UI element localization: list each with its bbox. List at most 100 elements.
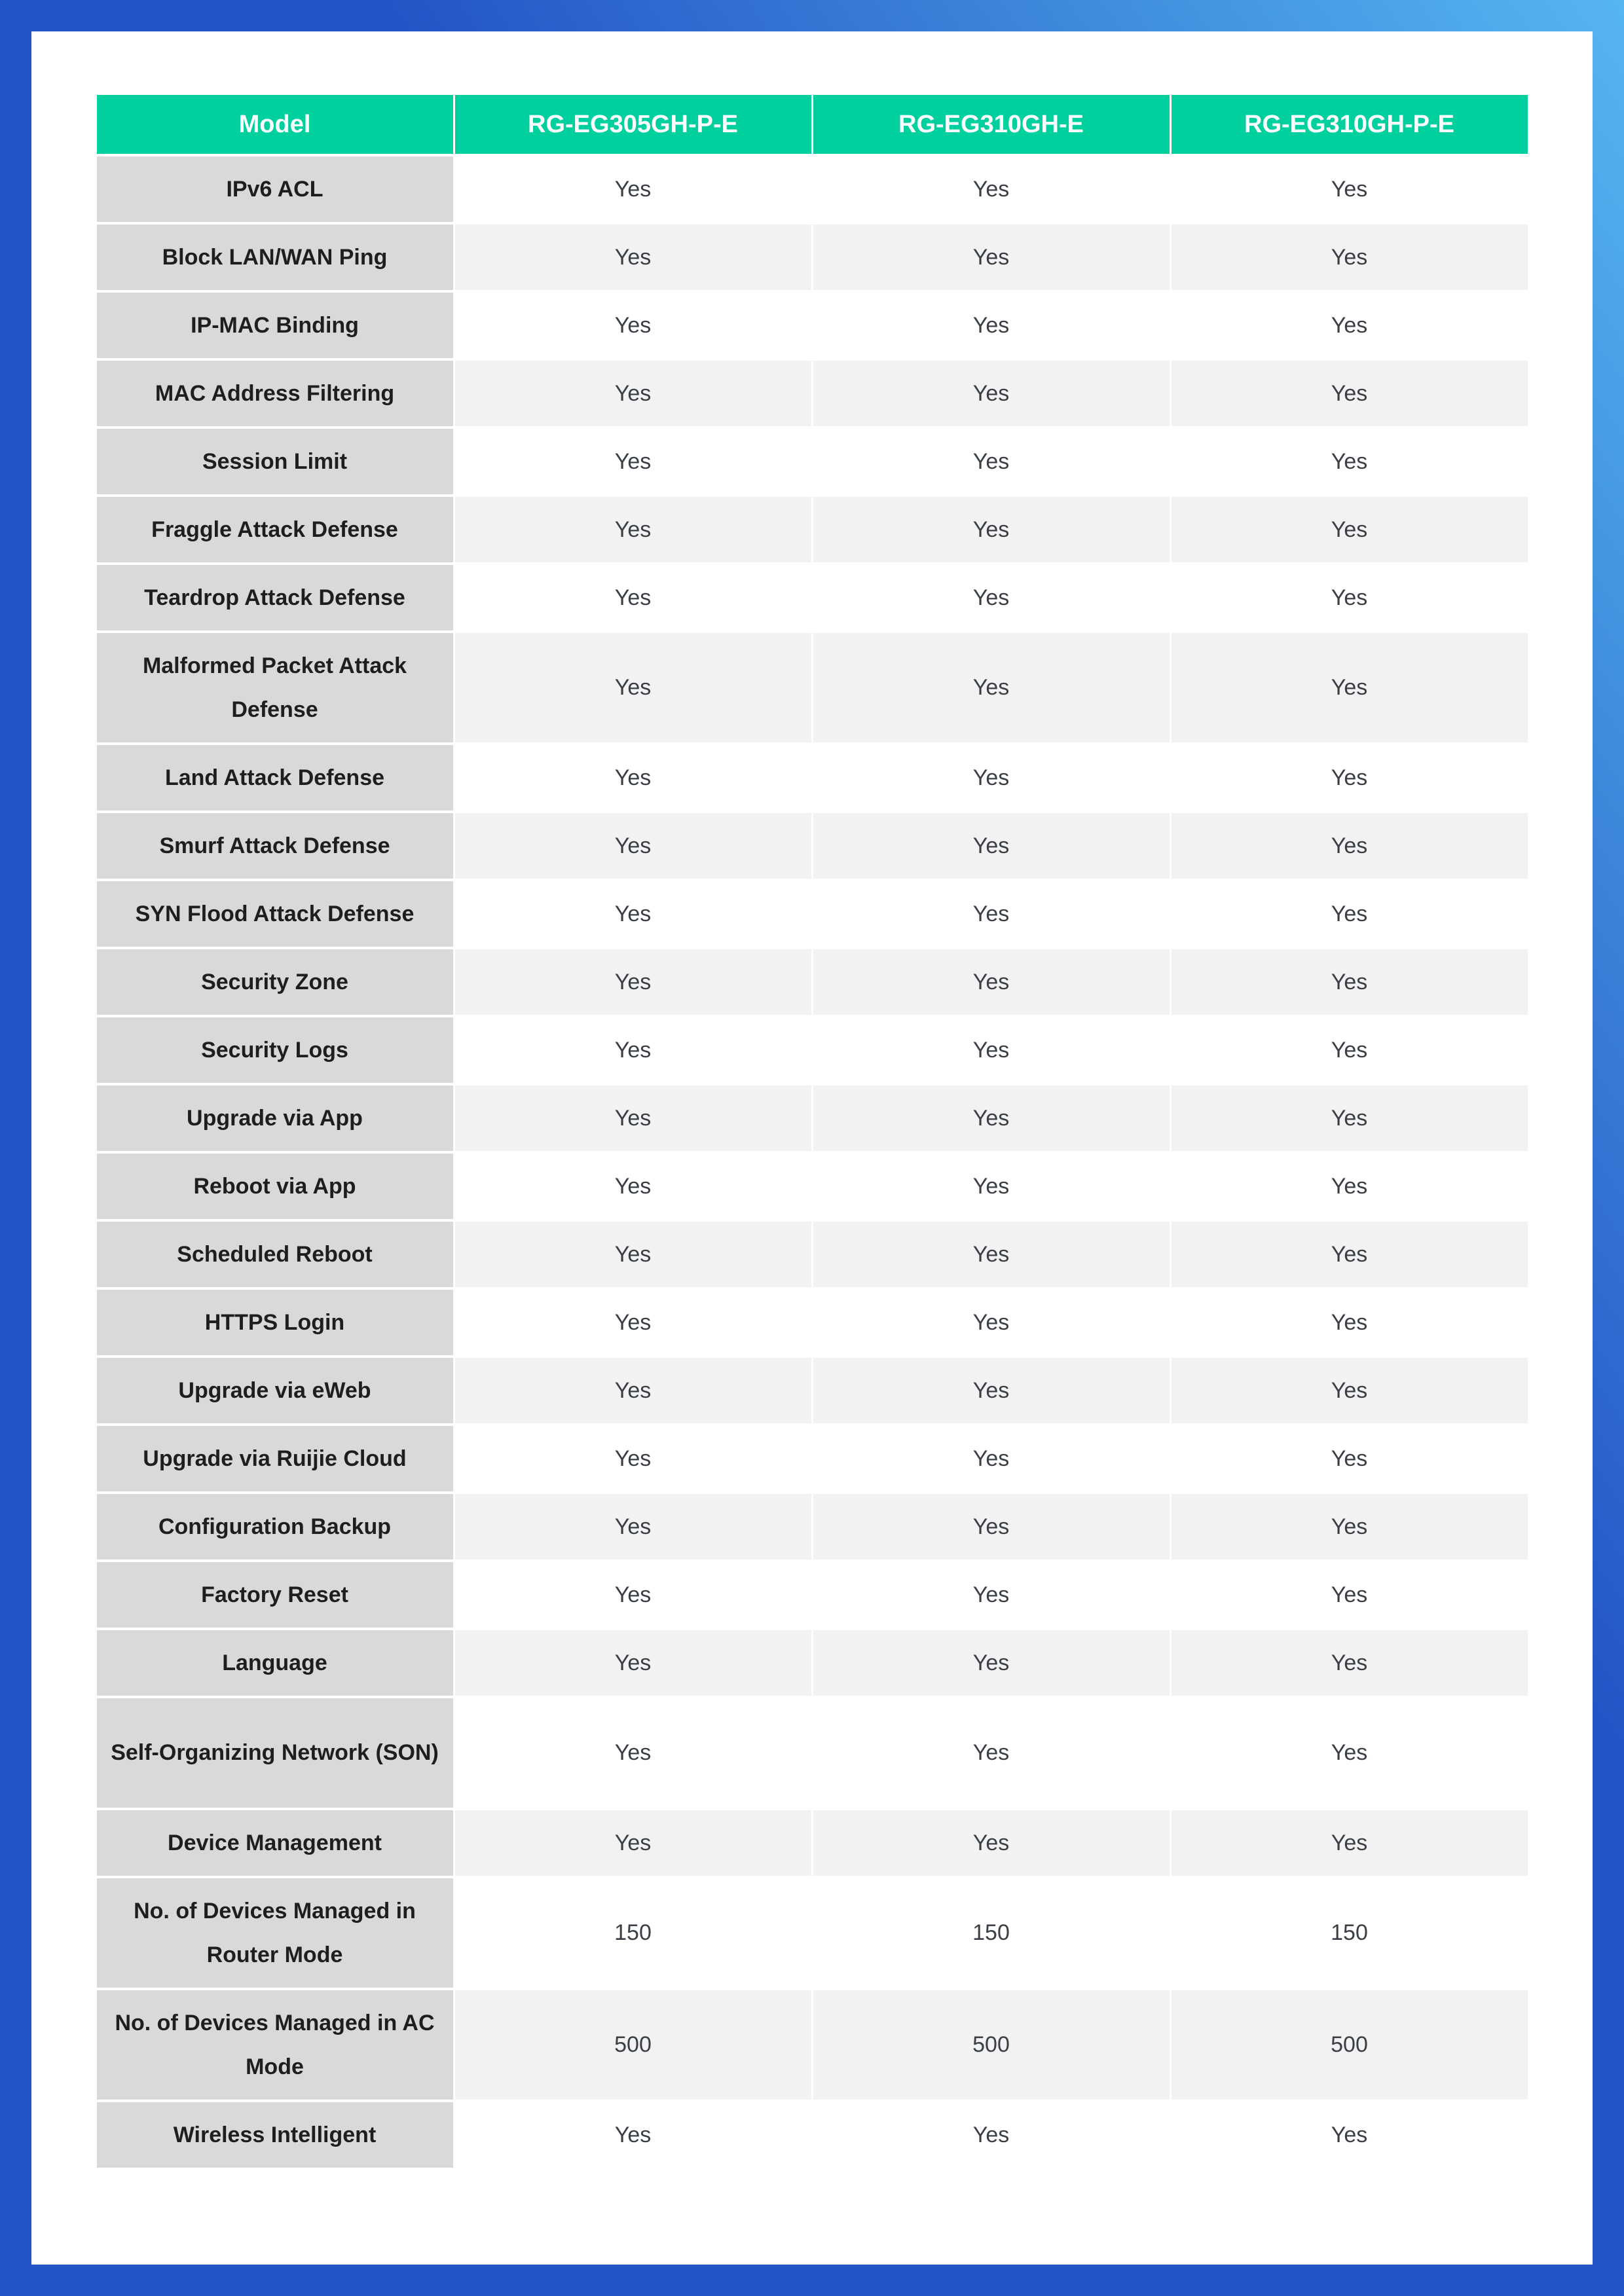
value-cell: Yes: [454, 1154, 811, 1219]
value-cell: Yes: [813, 225, 1170, 290]
header-row: Model RG-EG305GH-P-E RG-EG310GH-E RG-EG310G…: [96, 95, 1528, 154]
value-cell: Yes: [1171, 1630, 1528, 1696]
row-label-cell: IP-MAC Binding: [96, 293, 453, 358]
value-cell: Yes: [813, 429, 1170, 494]
value-cell: Yes: [1171, 1562, 1528, 1628]
value-cell: Yes: [454, 293, 811, 358]
value-cell: Yes: [454, 1810, 811, 1876]
value-cell: Yes: [813, 1017, 1170, 1083]
value-cell: Yes: [454, 1494, 811, 1559]
value-cell: Yes: [1171, 361, 1528, 426]
row-label-cell: Teardrop Attack Defense: [96, 565, 453, 630]
value-cell: Yes: [454, 633, 811, 742]
value-cell: Yes: [1171, 2102, 1528, 2168]
column-header: RG-EG310GH-P-E: [1171, 95, 1528, 154]
table-row: Self-Organizing Network (SON) Yes Yes Yes: [96, 1698, 1528, 1808]
value-cell: Yes: [1171, 633, 1528, 742]
table-row: Scheduled Reboot Yes Yes Yes: [96, 1222, 1528, 1287]
value-cell: Yes: [454, 813, 811, 879]
table-body: IPv6 ACL Yes Yes Yes Block LAN/WAN Ping Yes Ye…: [96, 156, 1528, 2168]
value-cell: Yes: [813, 1426, 1170, 1491]
table-row: Device Management Yes Yes Yes: [96, 1810, 1528, 1876]
value-cell: Yes: [1171, 156, 1528, 222]
table-row: Land Attack Defense Yes Yes Yes: [96, 745, 1528, 811]
row-label-cell: Scheduled Reboot: [96, 1222, 453, 1287]
table-row: Teardrop Attack Defense Yes Yes Yes: [96, 565, 1528, 630]
value-cell: Yes: [1171, 429, 1528, 494]
row-label-cell: Land Attack Defense: [96, 745, 453, 811]
table-row: Reboot via App Yes Yes Yes: [96, 1154, 1528, 1219]
row-label-cell: No. of Devices Managed in AC Mode: [96, 1990, 453, 2100]
row-label-cell: No. of Devices Managed in Router Mode: [96, 1878, 453, 1988]
row-label-cell: Wireless Intelligent: [96, 2102, 453, 2168]
value-cell: Yes: [813, 1222, 1170, 1287]
value-cell: Yes: [1171, 497, 1528, 562]
value-cell: Yes: [454, 156, 811, 222]
value-cell: Yes: [813, 565, 1170, 630]
table-row: Upgrade via App Yes Yes Yes: [96, 1085, 1528, 1151]
value-cell: Yes: [813, 745, 1170, 811]
table-row: Fraggle Attack Defense Yes Yes Yes: [96, 497, 1528, 562]
table-row: Session Limit Yes Yes Yes: [96, 429, 1528, 494]
table-row: Smurf Attack Defense Yes Yes Yes: [96, 813, 1528, 879]
value-cell: Yes: [454, 1630, 811, 1696]
value-cell: Yes: [454, 497, 811, 562]
value-cell: Yes: [813, 497, 1170, 562]
row-label-cell: Factory Reset: [96, 1562, 453, 1628]
value-cell: Yes: [1171, 1154, 1528, 1219]
row-label-cell: Fraggle Attack Defense: [96, 497, 453, 562]
table-row: Security Logs Yes Yes Yes: [96, 1017, 1528, 1083]
value-cell: Yes: [1171, 813, 1528, 879]
value-cell: Yes: [813, 949, 1170, 1015]
table-row: No. of Devices Managed in AC Mode 500 500 5…: [96, 1990, 1528, 2100]
value-cell: Yes: [813, 156, 1170, 222]
value-cell: Yes: [1171, 1017, 1528, 1083]
value-cell: Yes: [813, 361, 1170, 426]
value-cell: Yes: [454, 1426, 811, 1491]
row-label-cell: Block LAN/WAN Ping: [96, 225, 453, 290]
row-label-cell: MAC Address Filtering: [96, 361, 453, 426]
table-row: HTTPS Login Yes Yes Yes: [96, 1290, 1528, 1355]
row-label-cell: Language: [96, 1630, 453, 1696]
row-label-cell: HTTPS Login: [96, 1290, 453, 1355]
value-cell: Yes: [1171, 949, 1528, 1015]
value-cell: Yes: [813, 813, 1170, 879]
value-cell: Yes: [813, 1290, 1170, 1355]
column-header: RG-EG310GH-E: [813, 95, 1170, 154]
table-row: Factory Reset Yes Yes Yes: [96, 1562, 1528, 1628]
value-cell: Yes: [454, 361, 811, 426]
value-cell: Yes: [813, 1358, 1170, 1423]
value-cell: Yes: [454, 1562, 811, 1628]
value-cell: Yes: [454, 429, 811, 494]
row-label-cell: SYN Flood Attack Defense: [96, 881, 453, 947]
value-cell: Yes: [454, 225, 811, 290]
value-cell: Yes: [454, 565, 811, 630]
table-row: Upgrade via Ruijie Cloud Yes Yes Yes: [96, 1426, 1528, 1491]
value-cell: Yes: [813, 633, 1170, 742]
value-cell: Yes: [813, 1630, 1170, 1696]
value-cell: Yes: [1171, 881, 1528, 947]
value-cell: Yes: [813, 1085, 1170, 1151]
value-cell: Yes: [1171, 1222, 1528, 1287]
row-label-cell: Malformed Packet Attack Defense: [96, 633, 453, 742]
value-cell: Yes: [1171, 293, 1528, 358]
value-cell: Yes: [454, 1222, 811, 1287]
value-cell: Yes: [1171, 1810, 1528, 1876]
value-cell: Yes: [454, 1290, 811, 1355]
column-header: RG-EG305GH-P-E: [454, 95, 811, 154]
value-cell: Yes: [1171, 1426, 1528, 1491]
value-cell: Yes: [454, 881, 811, 947]
value-cell: Yes: [813, 1698, 1170, 1808]
row-label-cell: Security Logs: [96, 1017, 453, 1083]
table-row: Language Yes Yes Yes: [96, 1630, 1528, 1696]
column-header: Model: [96, 95, 453, 154]
value-cell: Yes: [813, 2102, 1170, 2168]
row-label-cell: Session Limit: [96, 429, 453, 494]
value-cell: Yes: [1171, 1290, 1528, 1355]
value-cell: Yes: [813, 881, 1170, 947]
value-cell: Yes: [454, 1698, 811, 1808]
row-label-cell: Smurf Attack Defense: [96, 813, 453, 879]
row-label-cell: Upgrade via App: [96, 1085, 453, 1151]
value-cell: 150: [1171, 1878, 1528, 1988]
value-cell: Yes: [813, 1154, 1170, 1219]
